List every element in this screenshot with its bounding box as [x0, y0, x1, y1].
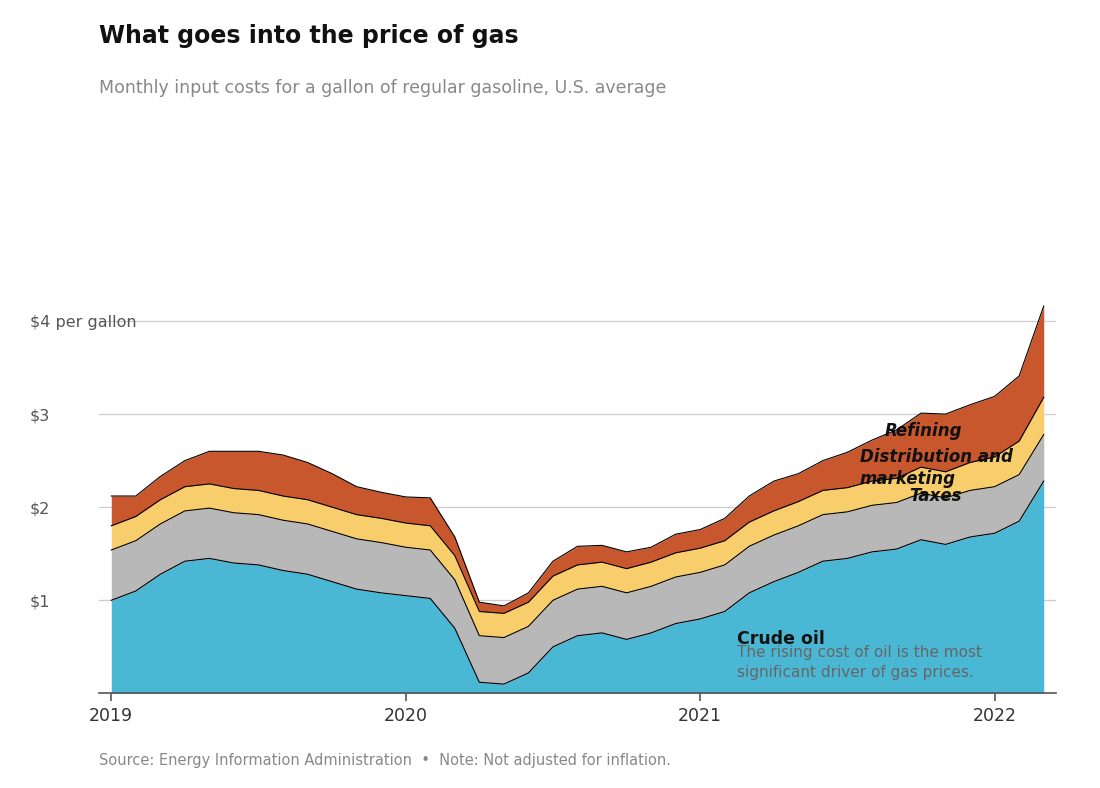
Text: Distribution and
marketing: Distribution and marketing — [860, 448, 1013, 489]
Text: Crude oil: Crude oil — [737, 630, 825, 648]
Text: Monthly input costs for a gallon of regular gasoline, U.S. average: Monthly input costs for a gallon of regu… — [99, 79, 667, 97]
Text: The rising cost of oil is the most
significant driver of gas prices.: The rising cost of oil is the most signi… — [737, 645, 982, 680]
Text: Source: Energy Information Administration  •  Note: Not adjusted for inflation.: Source: Energy Information Administratio… — [99, 753, 671, 768]
Text: Taxes: Taxes — [909, 487, 961, 505]
Text: What goes into the price of gas: What goes into the price of gas — [99, 24, 518, 47]
Text: Refining: Refining — [884, 422, 961, 440]
